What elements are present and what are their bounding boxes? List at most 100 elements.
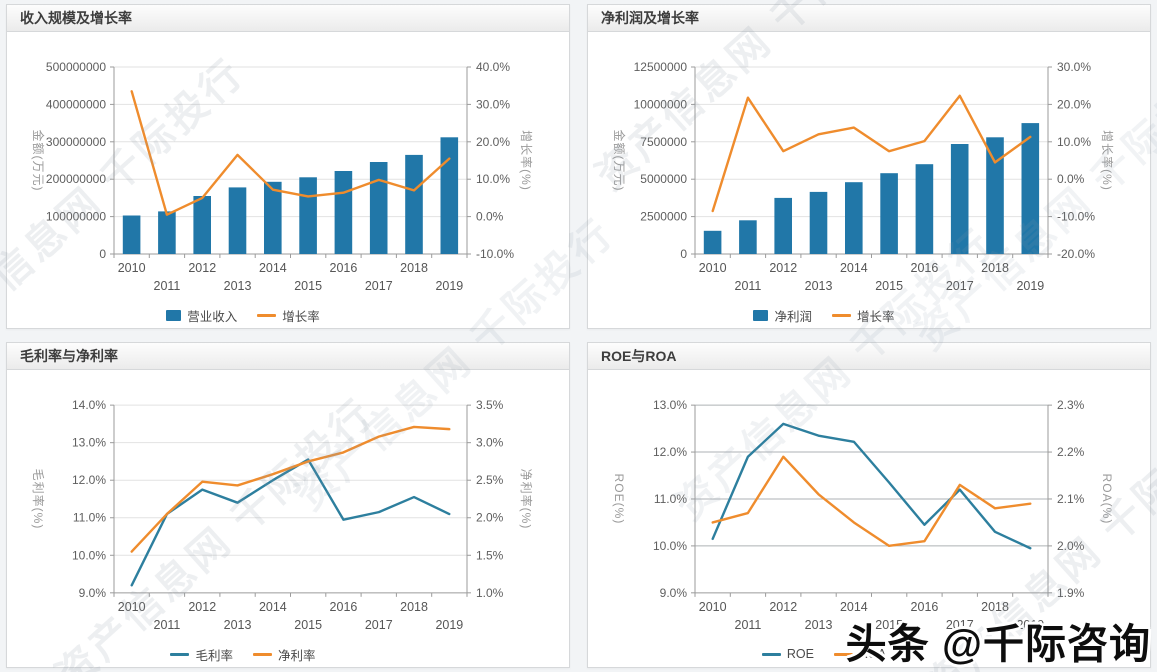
legend-item-增长率[interactable]: 增长率: [257, 306, 320, 325]
panel-title-margins: 毛利率与净利率: [20, 348, 118, 364]
svg-text:2016: 2016: [330, 261, 358, 275]
svg-text:金额(万元): 金额(万元): [31, 130, 46, 192]
legend-item-净利润[interactable]: 净利润: [753, 306, 812, 325]
svg-text:10.0%: 10.0%: [476, 172, 510, 186]
svg-text:20.0%: 20.0%: [476, 135, 510, 149]
svg-text:2011: 2011: [154, 618, 181, 632]
legend-label: 净利润: [774, 309, 812, 324]
svg-text:13.0%: 13.0%: [653, 398, 687, 412]
legend-label: 毛利率: [195, 648, 233, 663]
svg-text:2014: 2014: [840, 261, 868, 275]
svg-text:2015: 2015: [875, 618, 903, 632]
svg-text:9.0%: 9.0%: [660, 586, 688, 600]
netprofit-growth-chart: 0 -20.0% 2500000 -10.0% 5000000 0.0% 7500000 10…: [612, 60, 1115, 293]
panel-roe-roa: ROE与ROA 9.0% 1.9% 10.0% 2.0% 11.0% 2.1% 12.0% 2…: [587, 342, 1151, 668]
svg-text:2.1%: 2.1%: [1057, 492, 1085, 506]
svg-text:2012: 2012: [769, 600, 797, 614]
svg-text:净利率(%): 净利率(%): [519, 469, 534, 530]
legend-item-净利率[interactable]: 净利率: [253, 645, 316, 664]
svg-text:-10.0%: -10.0%: [1057, 210, 1095, 224]
svg-text:2013: 2013: [224, 279, 252, 293]
svg-text:12500000: 12500000: [634, 60, 688, 74]
svg-text:7500000: 7500000: [640, 135, 687, 149]
panel-body: 9.0% 1.0% 10.0% 1.5% 11.0% 2.0% 12.0% 2.5% 13.0%…: [7, 370, 569, 667]
svg-text:2013: 2013: [224, 618, 252, 632]
svg-text:2500000: 2500000: [640, 210, 687, 224]
svg-text:ROA(%): ROA(%): [1100, 474, 1114, 525]
svg-text:2017: 2017: [946, 279, 974, 293]
svg-text:30.0%: 30.0%: [1057, 60, 1091, 74]
svg-text:5000000: 5000000: [640, 172, 687, 186]
svg-text:2017: 2017: [946, 618, 974, 632]
line-legend-marker-icon: [832, 313, 851, 317]
svg-text:11.0%: 11.0%: [654, 492, 687, 506]
svg-text:2010: 2010: [118, 261, 146, 275]
svg-text:11.0%: 11.0%: [73, 511, 106, 525]
svg-text:12.0%: 12.0%: [72, 473, 106, 487]
panel-header: 收入规模及增长率: [7, 5, 569, 32]
legend-label: ROA: [859, 647, 887, 661]
svg-text:-20.0%: -20.0%: [1057, 247, 1095, 261]
toutiao-watermark: 头条 @千际咨询: [845, 621, 1151, 667]
legend-item-ROA[interactable]: ROA: [834, 647, 886, 661]
panel-body: 0 -10.0% 100000000 0.0% 200000000 10.0% 300000…: [7, 32, 569, 328]
line-legend-marker-icon: [257, 313, 277, 317]
svg-text:2012: 2012: [188, 261, 216, 275]
panel-margins: 毛利率与净利率 9.0% 1.0% 10.0% 1.5% 11.0% 2.0% 12.0% 2…: [6, 342, 570, 668]
panel-revenue-growth: 收入规模及增长率 0 -10.0% 100000000 0.0% 200000000 10…: [6, 4, 570, 329]
svg-text:2010: 2010: [699, 261, 727, 275]
legend-item-毛利率[interactable]: 毛利率: [170, 645, 233, 664]
svg-text:2019: 2019: [1016, 618, 1044, 632]
svg-text:2018: 2018: [400, 261, 428, 275]
svg-text:9.0%: 9.0%: [79, 586, 107, 600]
svg-text:0: 0: [680, 247, 687, 261]
svg-text:1.0%: 1.0%: [476, 586, 504, 600]
margins-chart: 9.0% 1.0% 10.0% 1.5% 11.0% 2.0% 12.0% 2.5% 13.0%…: [31, 398, 534, 632]
svg-text:2012: 2012: [769, 261, 797, 275]
legend-label: 增长率: [282, 309, 320, 324]
legend-label: 营业收入: [187, 309, 238, 324]
svg-text:2014: 2014: [840, 600, 868, 614]
svg-text:2016: 2016: [330, 600, 358, 614]
panel-title-revenue-growth: 收入规模及增长率: [20, 10, 132, 26]
svg-text:14.0%: 14.0%: [72, 398, 106, 412]
svg-text:2011: 2011: [154, 279, 181, 293]
netprofit-growth-legend: 净利润 增长率: [588, 302, 1150, 328]
legend-item-增长率[interactable]: 增长率: [832, 306, 895, 325]
svg-text:2018: 2018: [400, 600, 428, 614]
svg-text:2011: 2011: [735, 618, 762, 632]
svg-text:2016: 2016: [911, 600, 939, 614]
legend-label: 净利率: [278, 648, 316, 663]
svg-text:2.3%: 2.3%: [1057, 398, 1085, 412]
svg-text:2019: 2019: [435, 279, 463, 293]
svg-text:2.5%: 2.5%: [476, 473, 504, 487]
svg-text:10.0%: 10.0%: [653, 539, 687, 553]
svg-text:增长率(%): 增长率(%): [519, 130, 534, 191]
svg-text:金额(万元): 金额(万元): [612, 130, 627, 192]
svg-text:0.0%: 0.0%: [1057, 172, 1085, 186]
svg-text:2017: 2017: [365, 618, 393, 632]
svg-text:-10.0%: -10.0%: [476, 247, 514, 261]
svg-text:3.0%: 3.0%: [476, 436, 504, 450]
svg-text:2014: 2014: [259, 261, 287, 275]
svg-text:2018: 2018: [981, 600, 1009, 614]
line-legend-marker-icon: [834, 652, 853, 656]
panel-title-roe-roa: ROE与ROA: [601, 348, 677, 364]
svg-text:3.5%: 3.5%: [476, 398, 504, 412]
svg-text:12.0%: 12.0%: [653, 445, 687, 459]
svg-text:2012: 2012: [188, 600, 216, 614]
svg-text:2010: 2010: [118, 600, 146, 614]
legend-item-营业收入[interactable]: 营业收入: [166, 306, 237, 325]
svg-text:2017: 2017: [365, 279, 393, 293]
svg-text:毛利率(%): 毛利率(%): [31, 469, 46, 530]
svg-text:2019: 2019: [1016, 279, 1044, 293]
svg-text:2016: 2016: [911, 261, 939, 275]
bar-legend-marker-icon: [753, 309, 769, 321]
svg-text:30.0%: 30.0%: [476, 97, 510, 111]
svg-text:2018: 2018: [981, 261, 1009, 275]
legend-item-ROE[interactable]: ROE: [761, 647, 814, 661]
panel-body: 0 -20.0% 2500000 -10.0% 5000000 0.0% 7500000 10…: [588, 32, 1150, 328]
svg-text:2015: 2015: [875, 279, 903, 293]
svg-text:10.0%: 10.0%: [1057, 135, 1091, 149]
svg-text:500000000: 500000000: [46, 60, 106, 74]
